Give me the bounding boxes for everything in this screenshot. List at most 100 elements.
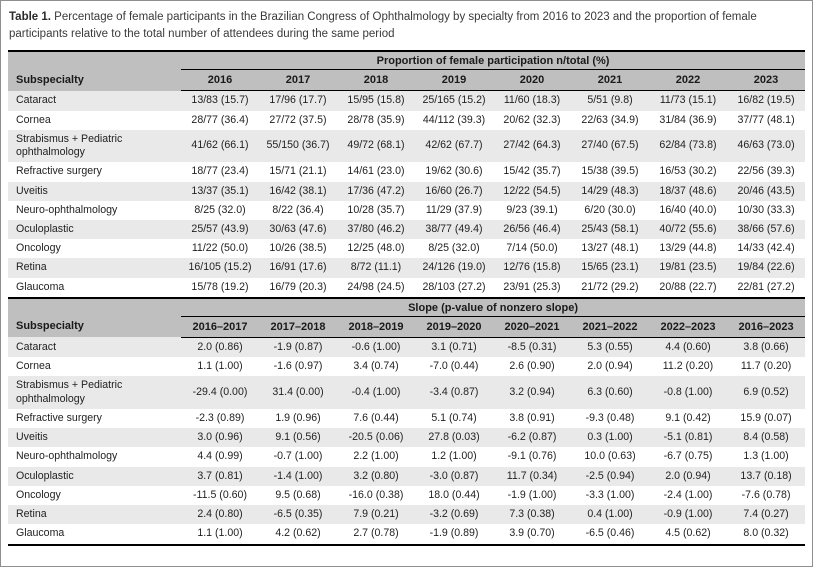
data-cell: 0.4 (1.00) xyxy=(587,508,633,521)
row-label-subspecialty: Retina xyxy=(16,508,47,521)
data-cell: -0.6 (1.00) xyxy=(351,340,401,353)
slope-range-row: 2016–2017 2017–2018 2018–2019 2019–2020 2020… xyxy=(8,316,806,338)
participation-subspecialty-header: Subspecialty xyxy=(8,51,181,91)
table-row: Oculoplastic 25/57 (43.9) 30/63 (47.6) 37/8… xyxy=(8,219,806,240)
data-cell: 3.0 (0.96) xyxy=(197,431,243,444)
year-column-header: 2021 xyxy=(571,69,649,92)
row-label-subspecialty: Uveitis xyxy=(16,184,48,197)
table-row: Glaucoma 1.1 (1.00) 4.2 (0.62) 2.7 (0.78) -1… xyxy=(8,524,805,544)
range-column-header: 2018–2019 xyxy=(337,316,415,338)
row-label-subspecialty: Uveitis xyxy=(16,431,48,444)
data-cell: 6.3 (0.60) xyxy=(587,386,633,398)
data-cell: 26/56 (46.4) xyxy=(503,222,561,235)
data-cell: -1.9 (1.00) xyxy=(507,488,557,501)
table-row: Uveitis 3.0 (0.96) 9.1 (0.56) -20.5 (0.06) 2… xyxy=(8,428,806,448)
data-cell: 38/66 (57.6) xyxy=(737,222,795,235)
data-cell: 7.3 (0.38) xyxy=(509,508,555,521)
data-cell: 8/25 (32.0) xyxy=(428,242,480,255)
data-cell: 10/30 (33.3) xyxy=(737,203,795,216)
data-cell: 12/22 (54.5) xyxy=(503,184,561,197)
data-cell: -3.2 (0.69) xyxy=(429,508,479,521)
data-cell: 12/76 (15.8) xyxy=(503,261,561,274)
data-cell: 5.3 (0.55) xyxy=(587,340,633,353)
data-cell: 6/20 (30.0) xyxy=(584,203,636,216)
participation-year-row: 2016 2017 2018 2019 2020 2021 2022 2023 xyxy=(8,69,806,92)
data-cell: -2.3 (0.89) xyxy=(195,411,245,424)
data-cell: -7.6 (0.78) xyxy=(741,488,791,501)
data-cell: -0.4 (1.00) xyxy=(351,386,401,398)
data-cell: 27/40 (67.5) xyxy=(581,139,639,152)
data-cell: -6.7 (0.75) xyxy=(663,450,713,463)
data-cell: -1.6 (0.97) xyxy=(273,360,323,373)
data-cell: 11/73 (15.1) xyxy=(659,94,717,107)
data-cell: 11/22 (50.0) xyxy=(191,242,249,255)
data-cell: 11.7 (0.20) xyxy=(740,360,792,373)
data-cell: 16/105 (15.2) xyxy=(188,261,252,274)
range-column-header: 2020–2021 xyxy=(493,316,571,338)
data-cell: 42/62 (67.7) xyxy=(425,139,483,152)
table-row: Refractive surgery -2.3 (0.89) 1.9 (0.96) 7… xyxy=(8,409,805,428)
range-column-header: 2016–2017 xyxy=(181,316,259,338)
table-row: Cataract 13/83 (15.7) 17/96 (17.7) 15/95 (1… xyxy=(8,90,806,111)
data-cell: 25/43 (58.1) xyxy=(581,222,639,235)
data-cell: 15/38 (39.5) xyxy=(581,165,639,178)
data-cell: 27.8 (0.03) xyxy=(428,431,480,444)
year-column-header: 2022 xyxy=(649,69,727,92)
row-label-subspecialty: Glaucoma xyxy=(16,527,65,540)
data-cell: 10/28 (35.7) xyxy=(347,203,405,216)
data-cell: 23/91 (25.3) xyxy=(503,280,561,293)
row-label-subspecialty: Strabismus + Pediatric ophthalmology xyxy=(16,132,123,159)
range-column-header: 2016–2023 xyxy=(727,316,806,338)
data-cell: 20/46 (43.5) xyxy=(737,184,795,197)
table-row: Cornea 1.1 (1.00) -1.6 (0.97) 3.4 (0.74) -7.… xyxy=(8,357,805,376)
table-row: Oncology -11.5 (0.60) 9.5 (0.68) -16.0 (0.3… xyxy=(8,486,805,505)
year-column-header: 2023 xyxy=(727,69,806,92)
data-cell: 37/77 (48.1) xyxy=(737,113,795,126)
data-cell: 55/150 (36.7) xyxy=(266,139,330,152)
data-cell: 15/95 (15.8) xyxy=(347,94,405,107)
row-label-subspecialty: Cornea xyxy=(16,360,51,373)
row-label-subspecialty: Neuro-ophthalmology xyxy=(16,450,118,463)
data-cell: -1.9 (0.87) xyxy=(273,340,323,353)
data-cell: 31/84 (36.9) xyxy=(659,113,717,126)
range-column-header: 2019–2020 xyxy=(415,316,493,338)
data-cell: 24/126 (19.0) xyxy=(422,261,486,274)
data-cell: 25/57 (43.9) xyxy=(191,222,249,235)
table-row: Neuro-ophthalmology 8/25 (32.0) 8/22 (36.4… xyxy=(8,201,805,220)
data-cell: 14/61 (23.0) xyxy=(347,165,405,178)
data-cell: 49/72 (68.1) xyxy=(347,139,405,152)
table-row: Refractive surgery 18/77 (23.4) 15/71 (21.… xyxy=(8,162,805,181)
data-cell: 5.1 (0.74) xyxy=(431,411,477,424)
data-cell: 1.1 (1.00) xyxy=(197,360,243,373)
table-row: Retina 16/105 (15.2) 16/91 (17.6) 8/72 (11.… xyxy=(8,258,806,278)
data-cell: 15/78 (19.2) xyxy=(191,280,249,293)
data-cell: 7.4 (0.27) xyxy=(743,508,789,521)
data-cell: 2.0 (0.94) xyxy=(587,360,633,373)
slope-section-header: Subspecialty Slope (p-value of nonzero s… xyxy=(8,296,806,338)
data-cell: 4.5 (0.62) xyxy=(665,527,711,540)
data-cell: 16/53 (30.2) xyxy=(659,165,717,178)
data-cell: 1.3 (1.00) xyxy=(743,450,789,463)
data-cell: 21/72 (29.2) xyxy=(581,280,639,293)
table-row: Strabismus + Pediatric ophthalmology 41/6… xyxy=(8,129,806,163)
data-cell: 27/72 (37.5) xyxy=(269,113,327,126)
data-cell: 13/83 (15.7) xyxy=(191,94,249,107)
table-caption-text: Percentage of female participants in the… xyxy=(9,11,757,40)
table-row: Glaucoma 15/78 (19.2) 16/79 (20.3) 24/98 (2… xyxy=(8,278,805,298)
data-cell: 8.0 (0.32) xyxy=(743,527,789,540)
table-row: Cataract 2.0 (0.86) -1.9 (0.87) -0.6 (1.00)… xyxy=(8,337,806,358)
row-label-subspecialty: Neuro-ophthalmology xyxy=(16,203,118,216)
data-cell: 27/42 (64.3) xyxy=(503,139,561,152)
row-label-subspecialty: Glaucoma xyxy=(16,280,65,293)
data-cell: 9.1 (0.42) xyxy=(665,411,711,424)
data-cell: 1.2 (1.00) xyxy=(431,450,477,463)
data-cell: 18.0 (0.44) xyxy=(428,488,480,501)
data-cell: 2.6 (0.90) xyxy=(509,360,555,373)
data-cell: 9/23 (39.1) xyxy=(506,203,558,216)
data-cell: -0.7 (1.00) xyxy=(273,450,323,463)
data-cell: 15/71 (21.1) xyxy=(269,165,327,178)
row-label-subspecialty: Oncology xyxy=(16,242,61,255)
data-cell: 3.8 (0.91) xyxy=(509,411,555,424)
data-cell: 4.2 (0.62) xyxy=(275,527,321,540)
